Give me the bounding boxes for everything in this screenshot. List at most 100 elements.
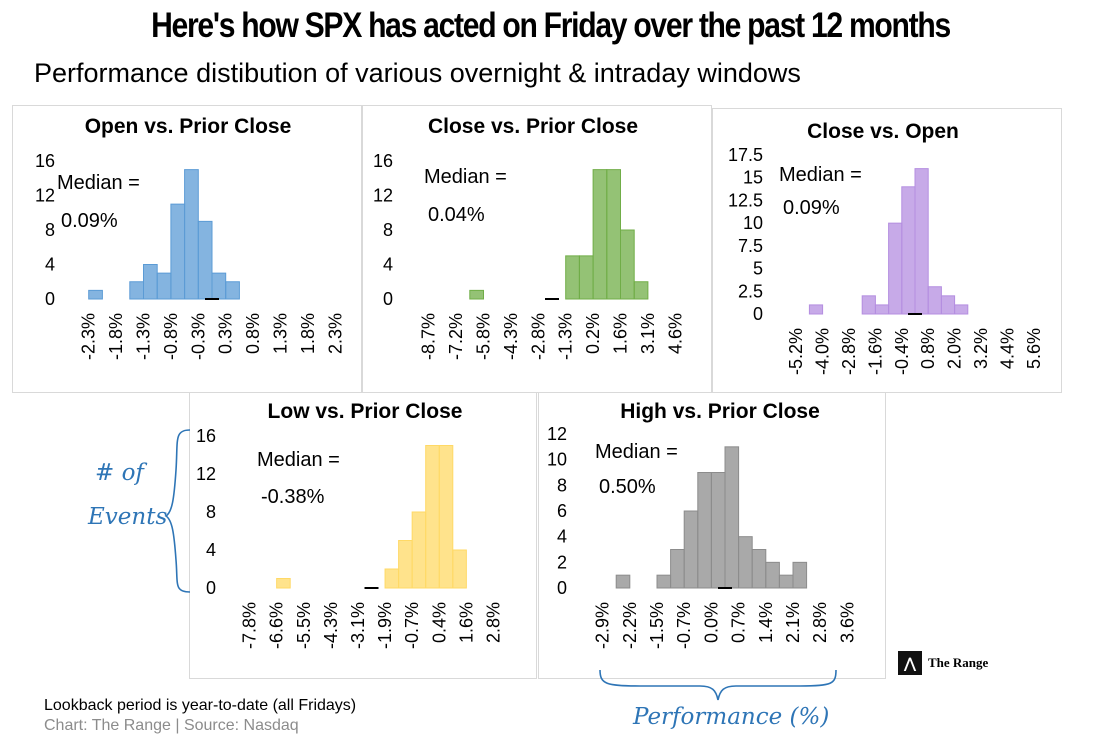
histogram-bar	[438, 445, 454, 589]
histogram-bar	[592, 169, 608, 300]
histogram-bar	[710, 472, 726, 589]
x-tick-label: 0.0%	[701, 602, 721, 643]
histogram-bar	[276, 578, 291, 589]
x-tick-label: -0.8%	[161, 313, 181, 360]
panel-title: Low vs. Prior Close	[268, 400, 463, 423]
y-tick-label: 8	[45, 220, 55, 240]
x-tick-label: 0.7%	[729, 602, 749, 643]
y-tick-label: 0	[753, 304, 763, 324]
x-tick-label: -1.8%	[106, 313, 126, 360]
y-tick-label: 4	[383, 255, 393, 275]
panel-open-vs-prior-close: Open vs. Prior Close Median = 0.09% 0 4 8 12 16…	[12, 105, 362, 393]
x-tick-label: -0.7%	[674, 602, 694, 649]
histogram-bar	[792, 561, 808, 589]
y-tick-label: 7.5	[738, 236, 763, 256]
x-tick-label: 4.6%	[665, 313, 685, 354]
histogram-bar	[129, 281, 145, 300]
histogram-bar	[954, 304, 969, 315]
x-tick-label: 2.8%	[483, 602, 503, 643]
x-tick-label: -2.8%	[528, 313, 548, 360]
x-tick-label: -6.6%	[267, 602, 287, 649]
lookback-note: Lookback period is year-to-date (all Fri…	[44, 697, 357, 714]
histogram-bar	[565, 255, 580, 300]
x-tick-label: -7.2%	[446, 313, 466, 360]
histogram-svg: Close vs. Open Median = 0.09% 0 2.55 7.5 10 12.…	[728, 120, 1044, 375]
y-tick-label: 16	[373, 151, 393, 171]
x-tick-label: -2.8%	[839, 328, 859, 375]
x-tick-label: -3.1%	[348, 602, 368, 649]
x-tick-label: -8.7%	[419, 313, 439, 360]
median-value: 0.09%	[61, 210, 118, 232]
x-tick-label: 1.3%	[271, 313, 291, 354]
histogram-bar	[914, 168, 929, 315]
x-tick-label: -5.5%	[294, 602, 314, 649]
histogram-svg: Low vs. Prior Close Median = -0.38% 0 4 8 12 16…	[196, 400, 503, 649]
x-tick-label: 3.1%	[638, 313, 658, 354]
y-tick-label: 10	[547, 450, 567, 470]
histogram-bar	[384, 568, 400, 589]
histogram-bar	[184, 169, 199, 300]
x-tick-label: -1.3%	[134, 313, 154, 360]
x-tick-label: 3.2%	[971, 328, 991, 369]
histogram-svg: Close vs. Prior Close Median = 0.04% 0 4 8 12 1…	[373, 115, 685, 360]
histogram-bar	[927, 286, 942, 315]
x-tick-label: 4.4%	[997, 328, 1017, 369]
chart-title: Here's how SPX has acted on Friday over …	[151, 6, 951, 45]
histogram-bar	[940, 295, 956, 315]
x-tick-label: -0.7%	[402, 602, 422, 649]
x-tick-label: 3.6%	[837, 602, 857, 643]
x-tick-label: -4.0%	[813, 328, 833, 375]
x-tick-label: -1.5%	[647, 602, 667, 649]
x-tick-label: -1.9%	[375, 602, 395, 649]
x-axis-note: Performance (%)	[632, 704, 829, 730]
logo-text: The Range	[928, 655, 989, 670]
y-tick-label: 6	[557, 501, 567, 521]
x-tick-label: -2.2%	[620, 602, 640, 649]
x-tick-label: 2.0%	[945, 328, 965, 369]
x-tick-label: 1.4%	[756, 602, 776, 643]
histogram-bar	[738, 536, 753, 589]
median-label: Median =	[595, 441, 678, 463]
x-tick-label: 1.6%	[611, 313, 631, 354]
x-tick-label: 2.8%	[810, 602, 830, 643]
panel-title: Close vs. Open	[807, 120, 959, 143]
x-tick-label: 0.2%	[583, 313, 603, 354]
x-tick-label: 0.4%	[429, 602, 449, 643]
y-tick-label: 10	[743, 213, 763, 233]
histogram-bar	[615, 574, 631, 589]
median-label: Median =	[57, 172, 140, 194]
x-tick-label: -5.8%	[474, 313, 494, 360]
histogram-bar	[88, 289, 103, 300]
histogram-bar	[170, 203, 186, 300]
x-tick-label: 2.3%	[325, 313, 345, 354]
panel-title: Close vs. Prior Close	[428, 115, 638, 138]
panel-close-vs-prior-close: Close vs. Prior Close Median = 0.04% 0 4 8 12 1…	[362, 105, 712, 393]
histogram-bar	[808, 304, 824, 315]
median-label: Median =	[424, 166, 507, 188]
histogram-bar	[670, 549, 685, 589]
y-tick-label: 8	[383, 220, 393, 240]
x-tick-label: -2.9%	[593, 602, 613, 649]
y-tick-label: 4	[557, 527, 567, 547]
histogram-bar	[765, 561, 780, 589]
histogram-bar	[156, 272, 172, 300]
y-tick-label: 12	[547, 424, 567, 444]
y-tick-label: 2	[557, 552, 567, 572]
histogram-bar	[683, 510, 699, 589]
histogram-bar	[578, 255, 594, 300]
histogram-bar	[469, 289, 485, 300]
y-tick-label: 0	[383, 289, 393, 309]
histogram-bar	[452, 549, 467, 589]
x-tick-label: -5.2%	[786, 328, 806, 375]
panel-close-vs-open: Close vs. Open Median = 0.09% 0 2.5 5 7.5 10 12.…	[712, 108, 1062, 393]
histogram-bar	[211, 272, 227, 300]
histogram-bar	[225, 281, 240, 300]
histogram-bar	[697, 472, 712, 589]
histogram-svg: Open vs. Prior Close Median = 0.09% 0 4 8 12 16…	[35, 115, 345, 360]
y-tick-label: 16	[35, 151, 55, 171]
histogram-svg: High vs. Prior Close Median = 0.50% 0 2 4 6 8 10…	[547, 400, 857, 649]
x-tick-label: 0.3%	[216, 313, 236, 354]
histogram-bar	[656, 574, 672, 589]
histogram-bar	[751, 549, 767, 589]
y-tick-label: 0	[206, 578, 216, 598]
